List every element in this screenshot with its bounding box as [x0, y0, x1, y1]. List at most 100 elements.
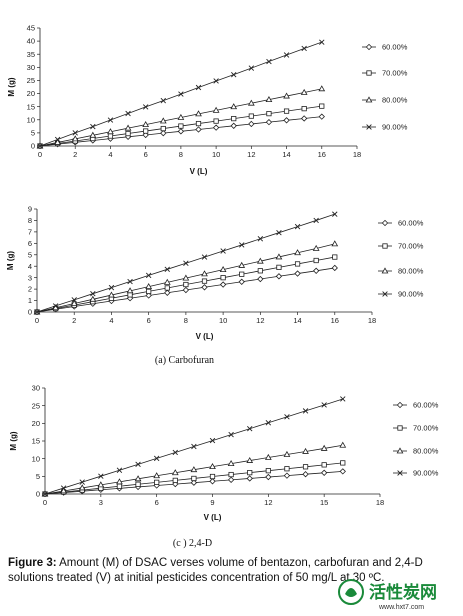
legend-marker: [396, 447, 404, 454]
x-tick-label: 12: [247, 150, 255, 159]
chart-panel-3: 0 5 10 15 20 25 30 0 3 6 9 12 15 18 V (L) M (g) 60.00% 70…: [9, 384, 439, 549]
data-point: [321, 469, 328, 476]
data-point: [209, 473, 216, 480]
data-point: [227, 476, 235, 484]
y-tick-label: 5: [28, 250, 32, 259]
data-point: [108, 291, 115, 298]
data-point: [60, 485, 67, 491]
data-point: [191, 475, 197, 482]
x-tick-label: 0: [38, 150, 42, 159]
series-80.00%: [41, 441, 347, 497]
x-tick-label: 6: [144, 150, 148, 159]
data-point: [247, 470, 253, 476]
y-tick-label: 30: [32, 384, 40, 393]
data-point: [79, 479, 85, 485]
data-point: [164, 289, 171, 296]
series-80.00%: [33, 240, 339, 315]
y-tick-label: 10: [27, 115, 35, 124]
data-point: [37, 143, 43, 149]
data-point: [107, 128, 114, 135]
x-tick-label: 12: [264, 498, 272, 507]
x-axis-label: V (L): [196, 332, 214, 341]
data-point: [90, 290, 96, 297]
data-point: [300, 88, 308, 95]
data-point: [126, 287, 134, 294]
data-point: [265, 468, 271, 474]
data-point: [116, 478, 123, 485]
data-point: [257, 236, 264, 242]
data-point: [239, 271, 245, 277]
data-point: [294, 270, 301, 277]
x-tick-label: 0: [43, 498, 47, 507]
y-tick-label: 35: [27, 50, 35, 59]
data-point: [212, 106, 220, 113]
data-point: [195, 120, 202, 127]
x-tick-label: 0: [35, 316, 39, 325]
data-point: [320, 444, 328, 451]
data-point: [183, 281, 189, 288]
legend-entry: 90.00%: [393, 469, 439, 478]
data-point: [230, 103, 238, 110]
y-tick-label: 8: [28, 216, 32, 225]
data-point: [265, 96, 273, 103]
data-point: [127, 278, 133, 285]
data-point: [134, 475, 142, 482]
data-point: [201, 284, 208, 291]
data-point: [201, 254, 208, 260]
legend-marker: [381, 219, 389, 227]
data-point: [247, 425, 253, 432]
data-point: [275, 273, 283, 280]
data-point: [190, 466, 198, 473]
data-point: [247, 99, 255, 106]
data-point: [108, 284, 115, 291]
x-tick-label: 2: [73, 150, 77, 159]
data-point: [172, 480, 179, 488]
legend-marker: [397, 470, 403, 476]
data-point: [302, 408, 309, 414]
data-point: [266, 111, 272, 117]
data-point: [190, 479, 198, 486]
legend-entry: 80.00%: [393, 447, 439, 456]
data-point: [302, 464, 309, 470]
data-point: [238, 261, 246, 268]
data-point: [125, 110, 131, 117]
data-point: [313, 267, 320, 274]
legend-label: 70.00%: [398, 242, 424, 251]
data-point: [127, 292, 133, 298]
data-point: [319, 103, 325, 109]
data-point: [145, 292, 152, 299]
watermark: 活性炭网 www.hxt7.com: [335, 576, 459, 612]
data-point: [230, 122, 237, 129]
data-point: [318, 85, 326, 92]
legend-label: 60.00%: [382, 43, 408, 52]
legend-label: 70.00%: [413, 424, 439, 433]
data-point: [318, 113, 325, 120]
data-point: [172, 449, 178, 456]
panel-subtitle: (c ) 2,4-D: [173, 538, 212, 549]
data-point: [195, 126, 202, 133]
data-point: [159, 117, 167, 124]
data-point: [284, 466, 290, 472]
y-tick-label: 6: [28, 239, 32, 248]
data-point: [283, 450, 291, 457]
data-point: [339, 441, 347, 448]
legend-entry: 80.00%: [362, 96, 408, 105]
x-tick-label: 14: [282, 150, 290, 159]
data-point: [257, 275, 264, 283]
y-tick-label: 15: [32, 437, 40, 446]
legend-label: 90.00%: [413, 469, 439, 478]
x-tick-label: 4: [109, 316, 113, 325]
legend-label: 90.00%: [382, 123, 408, 132]
data-point: [283, 108, 290, 114]
series-70.00%: [34, 254, 338, 315]
legend-marker: [366, 124, 372, 130]
data-point: [70, 299, 78, 306]
y-tick-label: 25: [27, 76, 35, 85]
data-point: [265, 420, 272, 426]
series-90.00%: [37, 39, 325, 149]
data-point: [163, 278, 171, 285]
data-point: [171, 469, 179, 476]
data-point: [256, 257, 264, 264]
data-point: [294, 223, 301, 230]
data-point: [239, 242, 245, 248]
